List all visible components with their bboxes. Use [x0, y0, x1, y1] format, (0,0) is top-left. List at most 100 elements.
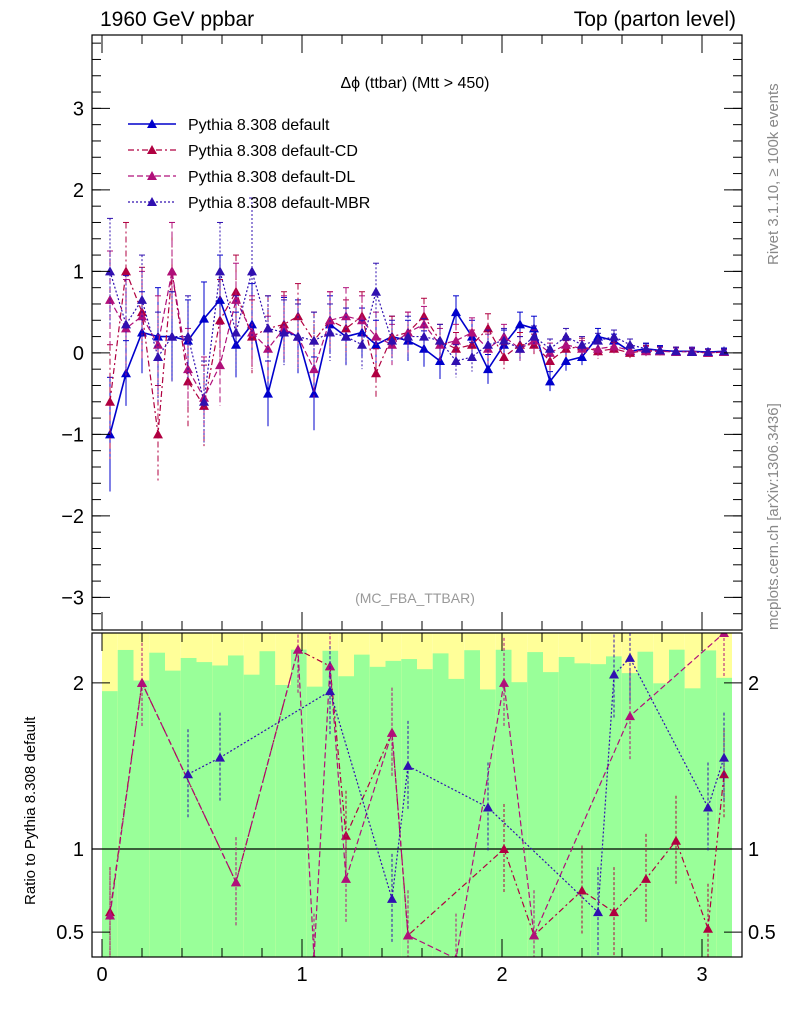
ratio-band-inner — [511, 682, 528, 957]
data-point-marker — [325, 327, 335, 337]
data-point-marker — [703, 923, 713, 933]
series-line — [109, 271, 725, 399]
data-point-marker — [499, 351, 509, 361]
data-point-marker — [483, 364, 493, 374]
data-point-marker — [655, 345, 665, 355]
ratio-series-1 — [105, 633, 729, 957]
ratio-band-inner — [448, 678, 465, 957]
data-point-marker — [387, 727, 397, 737]
data-point-marker — [231, 877, 241, 887]
data-point-marker — [312, 953, 316, 957]
data-point-marker — [403, 760, 413, 770]
data-point-marker — [719, 752, 729, 762]
ratio-band-inner — [133, 680, 150, 957]
data-point-marker — [687, 347, 697, 357]
data-point-marker — [121, 266, 131, 276]
data-point-marker — [341, 311, 351, 321]
data-point-marker — [147, 119, 157, 128]
ratio-band-inner — [590, 664, 606, 957]
series-3 — [105, 197, 729, 443]
data-point-marker — [279, 327, 289, 337]
ratio-band-inner — [149, 652, 165, 957]
data-point-marker — [153, 429, 163, 439]
header-right-title: Top (parton level) — [573, 8, 736, 31]
data-point-marker — [293, 331, 303, 341]
ratio-band-inner — [385, 660, 402, 957]
data-point-marker — [515, 319, 525, 329]
ratio-y-tick-label: 0.5 — [56, 922, 84, 944]
ratio-band-inner — [291, 649, 307, 957]
ratio-band-inner — [464, 650, 480, 957]
ratio-y-tick-label-right: 0.5 — [748, 922, 776, 944]
ratio-band-inner — [606, 656, 622, 957]
main-series-layer — [105, 197, 729, 492]
data-point-marker — [105, 396, 115, 406]
ratio-band-inner — [574, 663, 591, 957]
ratio-band-inner — [432, 653, 449, 957]
y-tick-label: 2 — [73, 180, 84, 202]
ratio-y-tick-label: 2 — [73, 673, 84, 695]
data-point-marker — [671, 835, 681, 845]
legend: Pythia 8.308 default Pythia 8.308 default… — [128, 117, 370, 212]
data-point-marker — [167, 331, 177, 341]
y-tick-label: 3 — [73, 98, 84, 120]
main-frame — [91, 34, 743, 631]
data-point-marker — [593, 343, 603, 353]
ratio-band-inner — [243, 674, 260, 957]
y-tick-label: −1 — [61, 424, 84, 446]
y-tick-label: −2 — [61, 506, 84, 528]
data-point-marker — [467, 327, 477, 337]
ratio-series-layer — [105, 633, 729, 957]
ratio-band-inner — [401, 659, 417, 957]
ratio-y-tick-label-right: 2 — [748, 673, 759, 695]
data-point-marker — [577, 339, 587, 349]
data-point-marker — [483, 339, 493, 349]
data-point-marker — [625, 711, 635, 721]
ratio-band-inner — [653, 683, 669, 957]
ratio-uncertainty-bands — [92, 633, 742, 957]
legend-label: Pythia 8.308 default-DL — [188, 169, 355, 186]
data-point-marker — [183, 331, 193, 341]
ratio-band-inner — [621, 673, 638, 957]
x-tick-label: 0 — [96, 964, 107, 986]
data-point-marker — [577, 885, 587, 895]
data-point-marker — [137, 294, 147, 304]
data-point-marker — [483, 802, 493, 812]
ratio-band-inner — [527, 652, 543, 957]
ratio-band-inner — [180, 657, 197, 957]
data-point-marker — [121, 319, 131, 329]
data-point-marker — [147, 145, 157, 154]
data-point-marker — [609, 331, 619, 341]
ratio-band-inner — [543, 672, 559, 957]
main-plot-title: Δϕ (ttbar) (Mtt > 450) — [340, 75, 489, 92]
series-1 — [105, 221, 729, 484]
data-point-marker — [499, 844, 509, 853]
ratio-band-inner — [684, 688, 701, 957]
data-point-marker — [467, 351, 477, 361]
data-point-marker — [247, 266, 257, 276]
data-point-marker — [529, 930, 539, 940]
data-point-marker — [561, 356, 571, 366]
y-tick-label: 0 — [73, 343, 84, 365]
ratio-y-tick-label-right: 1 — [748, 839, 759, 861]
ratio-series-line — [109, 648, 725, 937]
data-point-marker — [231, 327, 241, 337]
data-point-marker — [515, 343, 525, 353]
data-point-marker — [719, 633, 729, 637]
data-point-marker — [545, 343, 555, 353]
ratio-frame — [91, 632, 743, 958]
data-point-marker — [325, 315, 335, 325]
data-point-marker — [451, 356, 461, 366]
ratio-band-inner — [669, 649, 685, 957]
data-point-marker — [309, 335, 319, 345]
data-point-marker — [609, 669, 619, 679]
y-tick-label: 1 — [73, 261, 84, 283]
data-point-marker — [499, 677, 509, 687]
ratio-band-inner — [196, 662, 213, 957]
data-point-marker — [387, 335, 397, 345]
data-point-marker — [499, 335, 509, 345]
analysis-watermark: (MC_FBA_TTBAR) — [355, 590, 475, 606]
series-line — [109, 271, 725, 435]
data-point-marker — [625, 652, 635, 662]
